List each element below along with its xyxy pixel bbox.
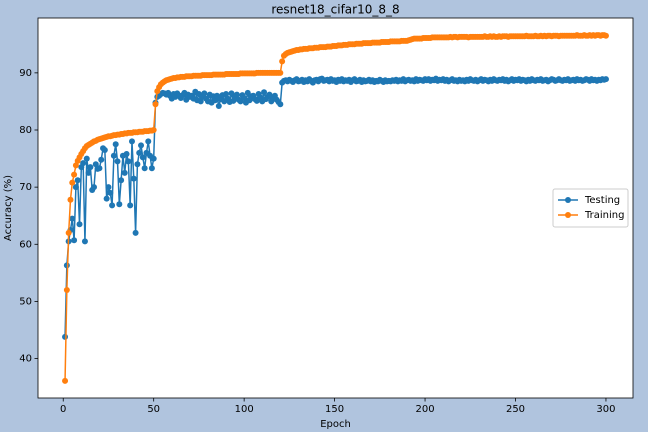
data-point: [98, 156, 105, 163]
data-point: [233, 91, 240, 98]
data-point: [67, 196, 74, 203]
data-point: [152, 101, 159, 108]
data-point: [223, 91, 230, 97]
data-point: [136, 149, 143, 156]
legend-label: Training: [584, 210, 624, 221]
data-point: [212, 97, 219, 104]
data-point: [69, 179, 76, 186]
y-tick-label: 60: [19, 239, 32, 250]
data-point: [261, 89, 268, 96]
x-tick-label: 300: [596, 404, 615, 415]
data-point: [72, 162, 79, 169]
x-tick-label: 0: [60, 404, 66, 415]
plot-area: [38, 18, 633, 398]
data-point: [125, 158, 132, 165]
chart-title: resnet18_cifar10_8_8: [271, 3, 399, 17]
data-point: [139, 154, 146, 161]
data-point: [83, 155, 90, 162]
data-point: [112, 141, 119, 148]
data-point: [107, 189, 114, 196]
legend: Testing Training: [552, 188, 629, 228]
data-point: [150, 127, 157, 133]
data-point: [105, 184, 112, 191]
data-point: [63, 287, 70, 293]
data-point: [127, 202, 134, 209]
x-tick-label: 150: [325, 404, 344, 415]
data-point: [148, 165, 155, 172]
data-point: [121, 169, 128, 176]
data-point: [62, 377, 69, 384]
legend-label: Testing: [584, 195, 620, 206]
data-point: [123, 151, 130, 157]
data-point: [128, 138, 135, 145]
data-point: [215, 103, 222, 109]
data-point: [81, 238, 88, 245]
series: [62, 32, 609, 384]
axes-frame: [37, 17, 634, 399]
data-point: [277, 101, 284, 108]
data-point: [602, 76, 609, 83]
data-point: [96, 165, 103, 172]
data-point: [74, 177, 81, 184]
data-point: [277, 69, 284, 76]
data-point: [85, 169, 92, 176]
data-point: [150, 155, 157, 162]
x-tick-label: 50: [147, 404, 160, 415]
y-tick-label: 70: [19, 182, 32, 193]
data-point: [62, 333, 69, 340]
x-axis-label: Epoch: [320, 419, 351, 430]
data-point: [141, 165, 148, 172]
data-point: [80, 160, 87, 167]
data-point: [134, 161, 141, 168]
y-tick-label: 50: [19, 296, 32, 307]
data-point: [72, 184, 79, 191]
data-point: [69, 215, 76, 222]
series: [62, 75, 609, 340]
data-point: [197, 98, 204, 105]
data-point: [602, 32, 609, 39]
x-tick-label: 200: [416, 404, 435, 415]
data-point: [65, 229, 72, 236]
y-axis-label: Accuracy (%): [3, 175, 14, 241]
data-point: [92, 161, 99, 168]
data-point: [145, 138, 152, 145]
data-point: [116, 201, 123, 208]
data-point: [279, 58, 286, 65]
data-point: [132, 229, 139, 236]
legend-marker: [565, 212, 571, 218]
data-point: [110, 152, 117, 159]
data-point: [76, 221, 83, 228]
data-point: [138, 142, 145, 149]
y-tick-label: 80: [19, 125, 32, 136]
data-point: [90, 184, 97, 191]
x-tick-label: 250: [506, 404, 525, 415]
legend-marker: [565, 197, 571, 203]
data-point: [109, 202, 116, 209]
y-tick-label: 90: [19, 68, 32, 79]
x-tick-label: 100: [235, 404, 254, 415]
data-point: [71, 237, 78, 244]
data-point: [118, 177, 125, 184]
data-point: [101, 147, 108, 153]
data-point: [241, 95, 248, 101]
legend-box: [552, 188, 629, 228]
data-point: [71, 171, 78, 178]
data-point: [103, 195, 110, 202]
y-tick-label: 40: [19, 354, 32, 365]
data-point: [130, 175, 137, 182]
data-point: [201, 90, 208, 97]
data-point: [114, 158, 121, 165]
data-point: [87, 164, 94, 171]
